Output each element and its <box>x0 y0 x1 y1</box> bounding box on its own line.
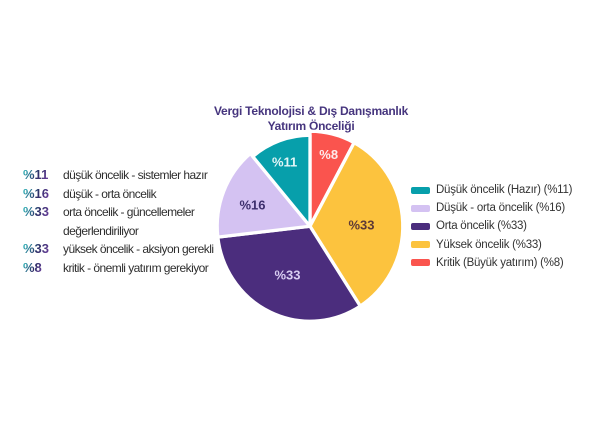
svg-text:%33: %33 <box>348 218 374 233</box>
svg-text:%33: %33 <box>274 268 300 283</box>
svg-text:%8: %8 <box>319 147 338 162</box>
svg-text:%16: %16 <box>239 198 265 213</box>
svg-text:%11: %11 <box>272 155 297 170</box>
